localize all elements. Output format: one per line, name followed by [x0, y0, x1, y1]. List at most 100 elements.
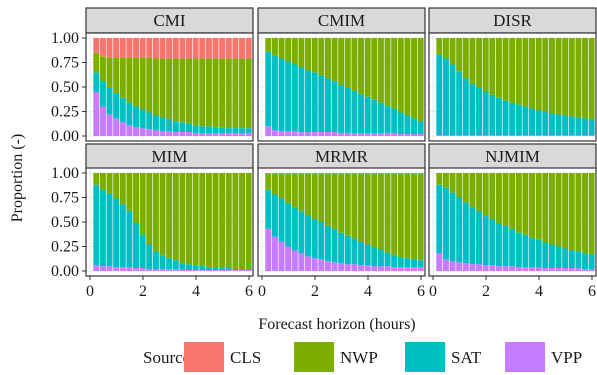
bar-segment-sat: [311, 219, 318, 259]
panel-mim: MIM: [85, 143, 254, 277]
bar-segment-vpp: [548, 135, 555, 136]
bar-segment-vpp: [358, 133, 365, 136]
bar-segment-vpp: [515, 135, 522, 136]
bar-segment-vpp: [212, 270, 219, 271]
bar-segment-vpp: [417, 267, 424, 271]
bar-segment-sat: [509, 102, 516, 136]
bar-segment-nwp: [555, 38, 562, 115]
bar-segment-sat: [555, 114, 562, 136]
bar-segment-vpp: [146, 269, 153, 271]
bar-segment-cls: [358, 173, 365, 174]
bar-segment-sat: [152, 251, 159, 270]
bar-segment-sat: [397, 257, 404, 268]
bar-segment-sat: [449, 64, 456, 136]
bar-segment-sat: [305, 70, 312, 133]
bar-segment-vpp: [166, 131, 173, 136]
facet-strip-label: CMIM: [318, 11, 365, 30]
bar-segment-vpp: [588, 135, 595, 136]
bar-segment-nwp: [377, 173, 384, 250]
bar-segment-vpp: [146, 129, 153, 136]
bar-segment-sat: [509, 228, 516, 267]
bar-segment-vpp: [311, 132, 318, 136]
bar-segment-nwp: [225, 173, 232, 269]
bar-segment-nwp: [271, 38, 278, 56]
bar-segment-sat: [93, 72, 100, 92]
bar-segment-nwp: [331, 38, 338, 82]
bar-segment-vpp: [311, 258, 318, 271]
bar-segment-nwp: [495, 38, 502, 98]
x-tick-label: 4: [535, 283, 543, 300]
bar-segment-vpp: [582, 135, 589, 136]
panel-disr: DISR: [428, 7, 597, 142]
bar-segment-sat: [219, 268, 226, 271]
bar-segment-cls: [99, 38, 106, 57]
bar-segment-sat: [575, 117, 582, 136]
bar-segment-vpp: [442, 135, 449, 136]
bar-segment-nwp: [411, 173, 418, 260]
bar-segment-nwp: [159, 58, 166, 118]
bar-segment-sat: [568, 250, 575, 269]
bar-segment-sat: [106, 193, 113, 267]
bar-segment-vpp: [351, 133, 358, 136]
bar-segment-vpp: [285, 131, 292, 136]
bar-segment-cls: [291, 173, 298, 174]
bar-segment-sat: [199, 126, 206, 134]
bar-segment-vpp: [535, 135, 542, 136]
y-tick-label: 0.75: [51, 55, 79, 72]
bar-segment-vpp: [529, 267, 536, 271]
bar-segment-nwp: [179, 173, 186, 264]
bar-segment-vpp: [291, 131, 298, 136]
bar-segment-sat: [522, 234, 529, 268]
bar-segment-vpp: [495, 135, 502, 136]
legend: Source CLS NWP SAT VPP: [143, 342, 582, 372]
bar-segment-sat: [179, 122, 186, 133]
bar-segment-sat: [489, 219, 496, 266]
bar-segment-vpp: [225, 133, 232, 136]
bar-segment-nwp: [529, 173, 536, 238]
bar-segment-cls: [285, 173, 292, 174]
bar-segment-nwp: [166, 58, 173, 120]
bars: [93, 173, 252, 271]
bar-segment-nwp: [106, 57, 113, 88]
bar-segment-nwp: [99, 56, 106, 82]
bar-segment-sat: [377, 102, 384, 134]
bar-segment-nwp: [93, 52, 100, 73]
bar-segment-vpp: [404, 267, 411, 271]
legend-label-vpp: VPP: [551, 348, 582, 367]
bar-segment-sat: [588, 119, 595, 136]
bar-segment-sat: [371, 247, 378, 267]
bar-segment-sat: [133, 222, 140, 269]
y-tick-label: 0.25: [51, 104, 79, 121]
bar-segment-vpp: [212, 133, 219, 136]
bar-segment-sat: [245, 269, 252, 271]
bar-segment-sat: [397, 112, 404, 135]
bar-segment-sat: [436, 54, 443, 136]
bar-segment-sat: [469, 84, 476, 136]
bar-segment-nwp: [146, 173, 153, 245]
bar-segment-vpp: [371, 133, 378, 136]
bar-segment-vpp: [99, 266, 106, 271]
bars: [93, 38, 252, 136]
bar-segment-nwp: [113, 57, 120, 93]
bar-segment-sat: [139, 234, 146, 269]
bar-segment-vpp: [338, 133, 345, 136]
facet-strip: [257, 143, 426, 170]
bar-segment-nwp: [462, 38, 469, 79]
bar-segment-nwp: [535, 173, 542, 240]
bar-segment-sat: [562, 115, 569, 136]
bar-segment-sat: [311, 72, 318, 133]
bar-segment-sat: [166, 258, 173, 270]
bar-segment-nwp: [575, 173, 582, 252]
bar-segment-vpp: [113, 267, 120, 271]
bar-segment-cls: [371, 173, 378, 174]
bar-segment-nwp: [562, 173, 569, 249]
bar-segment-vpp: [391, 267, 398, 271]
bar-segment-sat: [411, 118, 418, 135]
bar-segment-cls: [152, 38, 159, 59]
bar-segment-sat: [482, 216, 489, 266]
x-tick-label: 6: [588, 283, 596, 300]
bar-segment-vpp: [391, 133, 398, 136]
bar-segment-sat: [456, 197, 463, 263]
legend-key-sat: [405, 342, 445, 372]
bar-segment-vpp: [436, 253, 443, 271]
